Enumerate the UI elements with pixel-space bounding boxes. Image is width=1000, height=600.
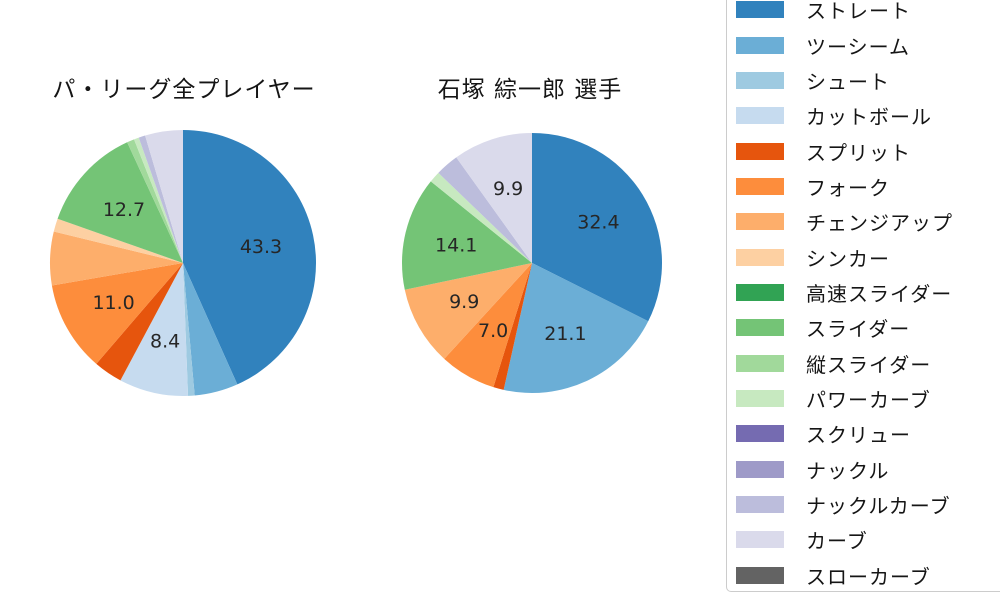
pie-chart-player: 32.4 21.1 7.0 9.9 14.1 9.9 [401,133,663,394]
legend-swatch [736,354,784,372]
legend-swatch [736,248,784,266]
legend-item: ナックルカーブ [736,487,1000,522]
pie-chart-league: 43.3 8.4 11.0 12.7 [50,130,317,397]
legend-swatch [736,566,784,584]
legend-swatch [736,319,784,337]
legend-label: 縦スライダー [806,352,932,377]
legend-swatch [736,142,784,160]
legend-item: カットボール [736,98,1000,133]
pie-percent-label: 8.4 [150,330,180,352]
pie-percent-label: 11.0 [92,292,134,314]
pie-slice [444,263,532,388]
legend-swatch [736,283,784,301]
legend-swatch [736,177,784,195]
legend-label: カットボール [806,105,932,130]
legend-item: スプリット [736,133,1000,168]
legend-swatch [736,425,784,443]
legend-label: スライダー [806,317,911,342]
legend-item: パワーカーブ [736,381,1000,416]
pie-percent-label: 7.0 [478,320,508,342]
pie-slice [503,263,649,394]
pie-slice [134,137,183,263]
legend-label: スクリュー [806,423,911,448]
legend-swatch [736,107,784,125]
legend-label: チェンジアップ [806,211,953,236]
legend-swatch [736,495,784,513]
pie-slice [456,133,532,263]
pie-slice [404,263,532,359]
pie-percent-label: 12.7 [103,199,145,221]
legend-item: ストレート [736,0,1000,27]
legend-label: ナックル [806,458,890,483]
legend-label: 高速スライダー [806,281,953,306]
legend-item: ツーシーム [736,27,1000,62]
pie-percent-label: 14.1 [435,234,477,256]
legend-item: ナックル [736,451,1000,486]
pie-slice [138,135,183,263]
pie-slice [145,130,183,263]
pie-slice [430,172,532,263]
pie-percent-label: 9.9 [449,291,479,313]
legend-item: 縦スライダー [736,345,1000,380]
legend-label: フォーク [806,175,890,200]
pie-slice [532,133,663,322]
legend-label: シュート [806,69,890,94]
pie-percent-label: 9.9 [493,178,523,200]
legend-label: シンカー [806,246,890,271]
pie-slice [96,263,183,381]
legend-item: シンカー [736,239,1000,274]
pie-slice [183,263,238,396]
pie-slice [50,231,183,286]
pie-slice [53,218,183,263]
legend-swatch [736,71,784,89]
legend-item: チェンジアップ [736,204,1000,239]
pie-slice [51,263,183,364]
legend-swatch [736,1,784,19]
legend-swatch [736,389,784,407]
legend-item: カーブ [736,522,1000,557]
legend-label: ナックルカーブ [806,493,951,518]
legend-swatch [736,531,784,549]
legend-label: パワーカーブ [806,387,931,412]
legend-label: ストレート [806,0,911,24]
legend-item: スローカーブ [736,558,1000,593]
legend-label: スローカーブ [806,564,931,589]
legend-swatch [736,460,784,478]
legend-swatch [736,213,784,231]
pie-slice [438,157,532,263]
pie-percent-label: 32.4 [577,212,619,234]
legend-label: カーブ [806,529,868,554]
legend-item: シュート [736,63,1000,98]
legend-swatch [736,36,784,54]
pie-slice [120,263,189,397]
pie-slice [57,142,183,263]
pie-percent-label: 21.1 [544,323,586,345]
legend: ストレートツーシームシュートカットボール スプリットフォークチェンジアップ シンカー… [726,0,1000,592]
pie-slice [183,263,195,396]
chart-title-player: 石塚 綜一郎 選手 [437,77,623,103]
legend-item: スライダー [736,310,1000,345]
pie-slice [127,139,183,263]
legend-item: 高速スライダー [736,275,1000,310]
legend-item: フォーク [736,169,1000,204]
legend-label: スプリット [806,140,911,165]
pie-slice [183,130,317,385]
chart-title-league: パ・リーグ全プレイヤー [52,77,316,103]
pie-percent-label: 43.3 [240,236,282,258]
pie-slice [401,181,532,290]
pie-slice [493,263,532,390]
legend-label: ツーシーム [806,34,910,59]
legend-item: スクリュー [736,416,1000,451]
